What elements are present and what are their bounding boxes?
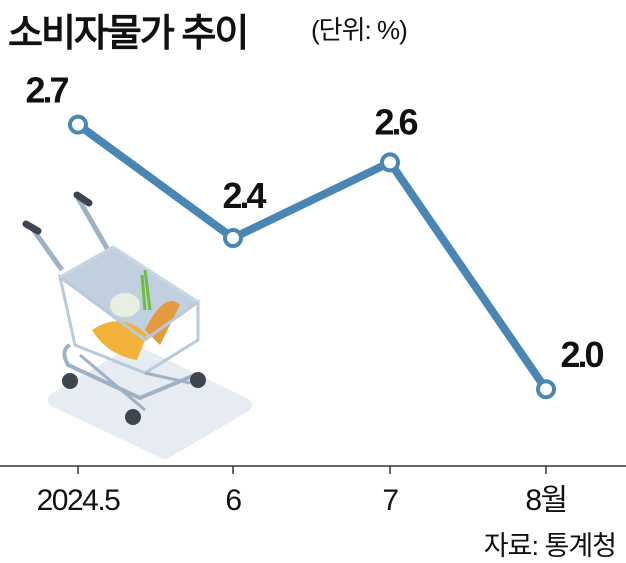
x-tick-label: 8월 <box>525 484 566 517</box>
data-label: 2.0 <box>560 334 603 375</box>
shopping-cart-illustration <box>22 191 252 459</box>
source-label: 자료: 통계청 <box>483 531 617 561</box>
unit-label: (단위: %) <box>311 15 408 45</box>
data-label: 2.6 <box>374 101 417 142</box>
x-tick-label: 2024.5 <box>37 484 121 517</box>
data-label: 2.4 <box>222 175 266 216</box>
chart-title: 소비자물가 추이 <box>8 13 249 55</box>
series-line <box>75 121 550 392</box>
data-point <box>536 379 556 400</box>
x-tick-label: 6 <box>225 484 241 517</box>
data-label: 2.7 <box>25 70 68 111</box>
data-point <box>380 152 400 173</box>
x-tick-label: 7 <box>382 484 398 517</box>
data-point <box>223 228 243 248</box>
data-point <box>68 114 88 135</box>
